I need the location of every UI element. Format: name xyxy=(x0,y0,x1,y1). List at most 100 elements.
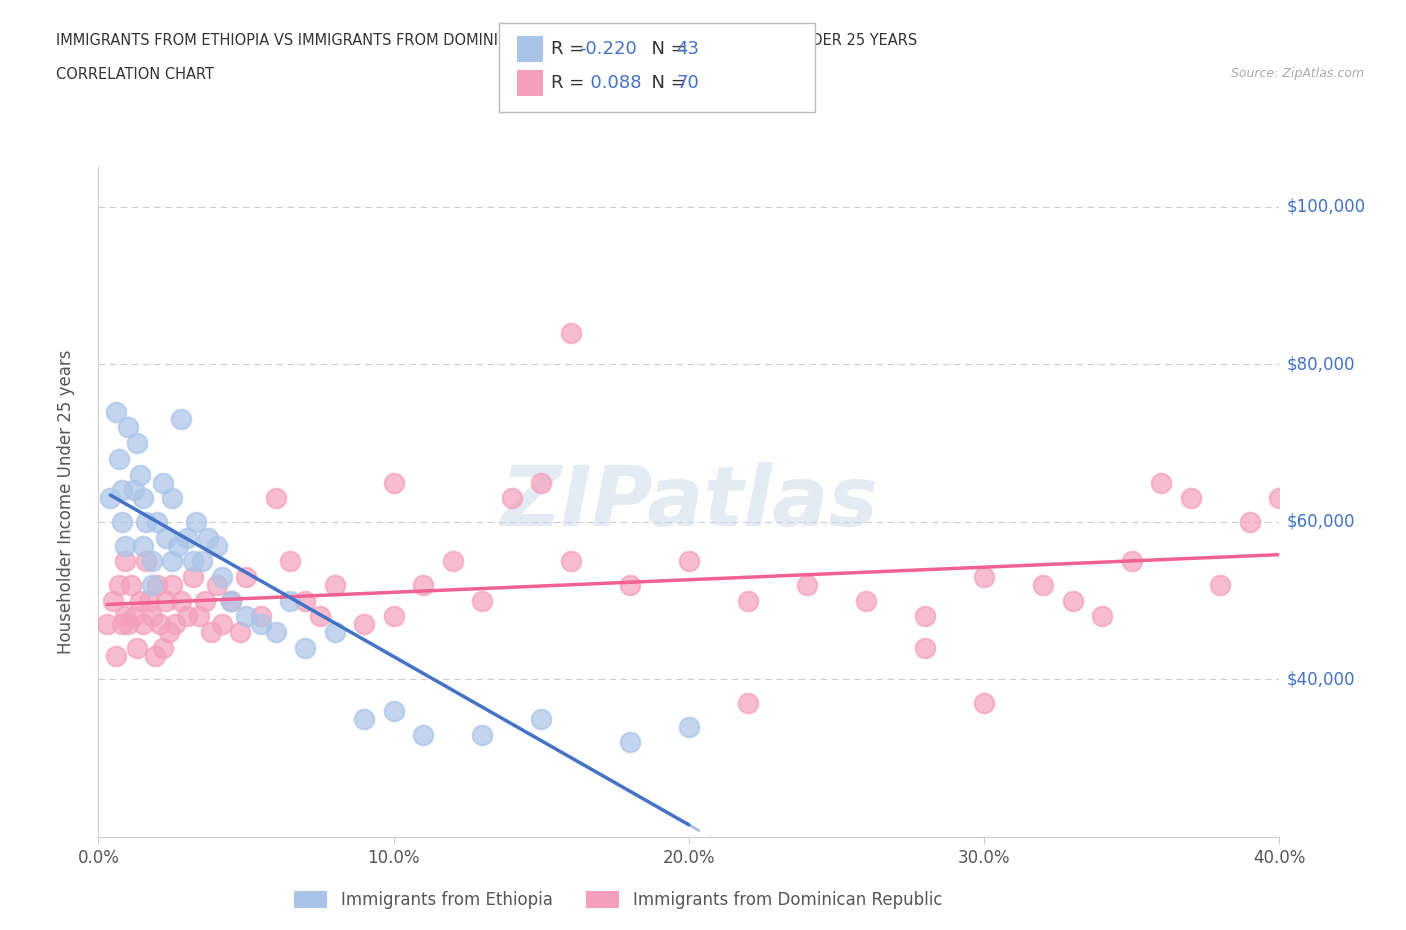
Point xyxy=(122,483,145,498)
Point xyxy=(250,609,273,624)
Point xyxy=(914,641,936,656)
Point xyxy=(560,554,582,569)
Point xyxy=(219,593,242,608)
Point xyxy=(141,578,163,592)
Point xyxy=(200,625,222,640)
Point xyxy=(117,420,139,435)
Point xyxy=(125,641,148,656)
Point xyxy=(152,641,174,656)
Point xyxy=(1091,609,1114,624)
Point xyxy=(187,609,209,624)
Text: 70: 70 xyxy=(676,73,699,92)
Point xyxy=(96,617,118,631)
Point xyxy=(152,475,174,490)
Point xyxy=(143,648,166,663)
Point xyxy=(111,483,134,498)
Y-axis label: Householder Income Under 25 years: Householder Income Under 25 years xyxy=(56,350,75,655)
Point xyxy=(170,593,193,608)
Point xyxy=(120,578,142,592)
Point xyxy=(141,609,163,624)
Point xyxy=(103,593,125,608)
Point xyxy=(181,554,204,569)
Point xyxy=(264,625,287,640)
Point xyxy=(323,578,346,592)
Point xyxy=(155,593,177,608)
Point xyxy=(146,578,169,592)
Text: CORRELATION CHART: CORRELATION CHART xyxy=(56,67,214,82)
Point xyxy=(235,609,257,624)
Point xyxy=(170,412,193,427)
Point xyxy=(128,593,150,608)
Point xyxy=(162,578,183,592)
Point xyxy=(114,609,136,624)
Point xyxy=(382,703,405,718)
Point xyxy=(111,617,134,631)
Point xyxy=(155,530,177,545)
Point xyxy=(796,578,818,592)
Point xyxy=(1150,475,1173,490)
Point xyxy=(122,609,145,624)
Point xyxy=(128,467,150,482)
Point xyxy=(353,617,375,631)
Point xyxy=(264,491,287,506)
Point xyxy=(205,578,228,592)
Point xyxy=(197,530,219,545)
Point xyxy=(176,530,198,545)
Point xyxy=(973,696,995,711)
Point xyxy=(278,593,302,608)
Point xyxy=(105,405,128,419)
Point xyxy=(278,554,302,569)
Point xyxy=(382,475,405,490)
Point xyxy=(211,617,233,631)
Text: $40,000: $40,000 xyxy=(1286,671,1355,688)
Point xyxy=(132,491,155,506)
Point xyxy=(162,491,183,506)
Point xyxy=(1121,554,1143,569)
Text: 43: 43 xyxy=(676,40,699,59)
Point xyxy=(1209,578,1232,592)
Text: Source: ZipAtlas.com: Source: ZipAtlas.com xyxy=(1230,67,1364,80)
Point xyxy=(309,609,332,624)
Point xyxy=(471,727,494,742)
Point xyxy=(619,735,641,750)
Point xyxy=(441,554,464,569)
Point xyxy=(353,711,375,726)
Point xyxy=(250,617,273,631)
Text: 0.088: 0.088 xyxy=(579,73,641,92)
Point xyxy=(132,538,155,553)
Legend: Immigrants from Ethiopia, Immigrants from Dominican Republic: Immigrants from Ethiopia, Immigrants fro… xyxy=(287,884,949,916)
Text: ZIPatlas: ZIPatlas xyxy=(501,461,877,543)
Point xyxy=(1180,491,1202,506)
Point xyxy=(111,514,134,529)
Text: -0.220: -0.220 xyxy=(579,40,637,59)
Point xyxy=(1239,514,1261,529)
Point xyxy=(191,554,214,569)
Point xyxy=(149,617,172,631)
Point xyxy=(235,569,257,584)
Point xyxy=(165,617,187,631)
Point xyxy=(678,554,700,569)
Point xyxy=(211,569,233,584)
Point xyxy=(382,609,405,624)
Point xyxy=(162,554,183,569)
Point xyxy=(294,593,316,608)
Point xyxy=(135,554,157,569)
Point xyxy=(157,625,180,640)
Point xyxy=(412,578,434,592)
Point xyxy=(176,609,198,624)
Point xyxy=(501,491,523,506)
Point xyxy=(184,514,207,529)
Point xyxy=(1062,593,1084,608)
Point xyxy=(146,514,169,529)
Point xyxy=(181,569,204,584)
Point xyxy=(205,538,228,553)
Point xyxy=(737,696,759,711)
Point xyxy=(560,326,582,340)
Point xyxy=(914,609,936,624)
Point xyxy=(1032,578,1054,592)
Point xyxy=(323,625,346,640)
Point xyxy=(114,538,136,553)
Point xyxy=(530,711,553,726)
Text: N =: N = xyxy=(640,73,692,92)
Text: $80,000: $80,000 xyxy=(1286,355,1355,373)
